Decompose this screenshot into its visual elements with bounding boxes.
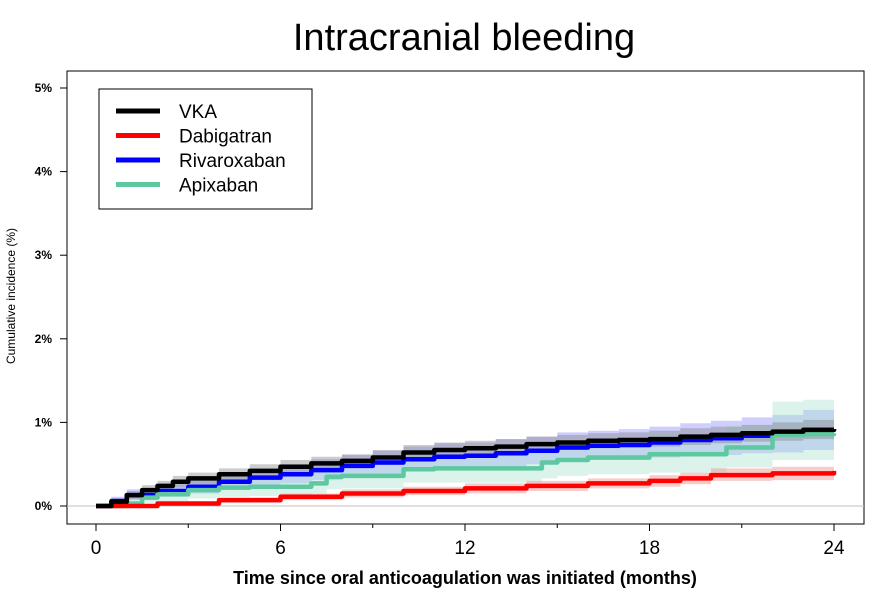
legend-label: Rivaroxaban xyxy=(179,151,286,172)
line-rivaroxaban xyxy=(96,427,837,509)
y-tick-label: 0% xyxy=(35,499,53,513)
y-tick-label: 2% xyxy=(35,332,53,346)
x-tick-label: 24 xyxy=(823,538,845,559)
y-axis: 0% 1% 2% 3% 4% 5% xyxy=(35,81,67,513)
legend: VKA Dabigatran Rivaroxaban Apixaban xyxy=(98,88,313,210)
x-tick-label: 18 xyxy=(639,538,660,559)
y-tick-label: 4% xyxy=(35,165,53,179)
legend-label: Dabigatran xyxy=(179,127,272,148)
line-apixaban xyxy=(96,431,837,509)
chart-title: Intracranial bleeding xyxy=(293,17,635,59)
y-tick-label: 1% xyxy=(35,415,53,429)
legend-label: Apixaban xyxy=(179,176,258,197)
x-tick-label: 6 xyxy=(275,538,286,559)
legend-label: VKA xyxy=(179,102,217,123)
y-tick-label: 5% xyxy=(35,81,53,95)
y-tick-label: 3% xyxy=(35,248,53,262)
x-axis-label: Time since oral anticoagulation was init… xyxy=(233,568,697,588)
line-vka xyxy=(96,427,837,509)
x-tick-label: 0 xyxy=(91,538,102,559)
line-dabigatran xyxy=(96,470,837,509)
x-axis: 0 6 12 18 24 xyxy=(91,524,845,559)
x-tick-label: 12 xyxy=(454,538,475,559)
y-axis-label: Cumulative incidence (%) xyxy=(4,228,18,364)
series-lines xyxy=(96,427,837,509)
